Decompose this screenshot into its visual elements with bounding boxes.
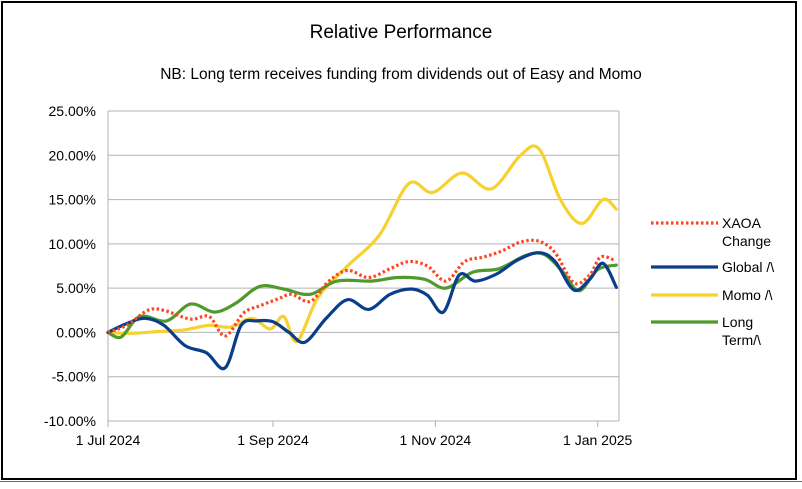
bottom-strip	[0, 481, 802, 489]
y-tick-label: 10.00%	[49, 236, 96, 252]
axes	[107, 110, 620, 422]
legend-label: Change	[722, 233, 771, 249]
chart-subtitle: NB: Long term receives funding from divi…	[160, 66, 642, 83]
x-tick-label: 1 Jan 2025	[563, 432, 632, 448]
legend-label: Long	[722, 314, 753, 330]
x-tick-label: 1 Jul 2024	[76, 432, 141, 448]
y-tick-label: -5.00%	[52, 369, 96, 385]
y-tick-label: 20.00%	[49, 147, 96, 163]
x-tick-label: 1 Sep 2024	[237, 432, 309, 448]
y-tick-label: 15.00%	[49, 192, 96, 208]
y-tick-label: -10.00%	[44, 413, 96, 429]
x-tick-label: 1 Nov 2024	[400, 432, 472, 448]
series-lines	[106, 144, 618, 371]
legend-label: Global /\	[722, 259, 774, 275]
legend: XAOA Change Global /\ Momo /\ Long Term/\	[651, 215, 774, 348]
legend-label: XAOA	[722, 215, 762, 231]
y-tick-label: 5.00%	[56, 280, 96, 296]
y-tick-label: 0.00%	[56, 324, 96, 340]
y-axis-tick-labels: 25.00% 20.00% 15.00% 10.00% 5.00% 0.00% -5.00%…	[44, 103, 96, 429]
legend-label: Momo /\	[722, 287, 773, 303]
series-line-3	[106, 251, 618, 340]
chart-frame	[1, 1, 797, 480]
x-axis-tick-labels: 1 Jul 2024 1 Sep 2024 1 Nov 2024 1 Jan 2025	[76, 421, 633, 448]
chart-title: Relative Performance	[309, 22, 493, 43]
legend-label: Term/\	[722, 332, 761, 348]
y-tick-label: 25.00%	[49, 103, 96, 119]
series-line-1	[106, 251, 618, 371]
series-line-2	[106, 144, 618, 343]
